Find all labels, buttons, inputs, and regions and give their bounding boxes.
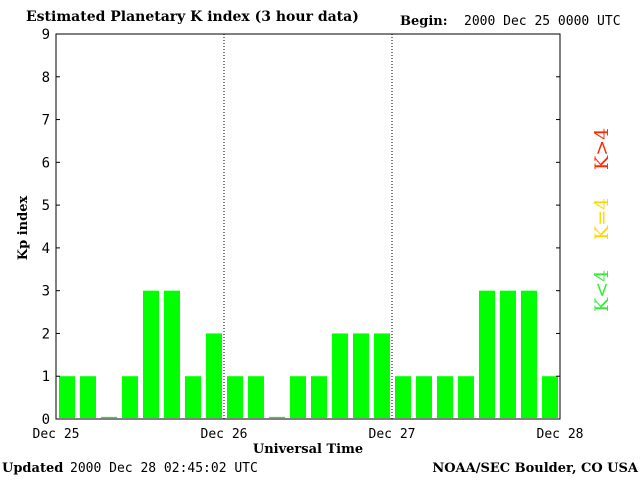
y-tick-label: 3 (42, 284, 50, 300)
kp-bar (269, 416, 285, 418)
y-tick-label: 9 (42, 27, 50, 43)
kp-bar (416, 376, 432, 418)
x-tick-label: Dec 28 (537, 427, 584, 442)
y-tick-label: 1 (42, 369, 50, 385)
y-tick-label: 5 (42, 198, 50, 214)
kp-bar (395, 376, 411, 418)
kp-bar (248, 376, 264, 418)
kp-bar (437, 376, 453, 418)
x-axis-label: Universal Time (253, 442, 363, 457)
legend-k-lt-4: K<4 (591, 269, 613, 312)
kp-bar (374, 333, 390, 418)
updated-label: Updated (2, 461, 64, 476)
legend-k-eq-4: K=4 (591, 197, 613, 240)
kp-bar (164, 290, 180, 418)
kp-bar (521, 290, 537, 418)
begin-label: Begin: (400, 14, 448, 29)
y-axis-ticks: 0 1 2 3 4 5 6 7 8 9 (42, 27, 560, 428)
kp-bar (143, 290, 159, 418)
day-dividers (223, 34, 393, 419)
credit: NOAA/SEC Boulder, CO USA (432, 461, 638, 476)
x-tick-label: Dec 26 (201, 427, 248, 442)
y-tick-label: 4 (42, 241, 50, 257)
kp-bar (332, 333, 348, 418)
kp-bar (227, 376, 243, 418)
legend-k-gt-4: K>4 (591, 127, 613, 170)
y-tick-label: 6 (42, 155, 50, 171)
kp-bar (290, 376, 306, 418)
kp-bar (500, 290, 516, 418)
kp-bar (101, 416, 117, 418)
kp-bar (311, 376, 327, 418)
chart-title: Estimated Planetary K index (3 hour data… (26, 9, 359, 25)
kp-bar (353, 333, 369, 418)
x-axis-ticks: Dec 25 Dec 26 Dec 27 Dec 28 (33, 427, 584, 442)
kp-bar (122, 376, 138, 418)
y-axis-label: Kp index (16, 196, 31, 261)
kp-bar (80, 376, 96, 418)
x-tick-label: Dec 27 (369, 427, 416, 442)
begin-value: 2000 Dec 25 0000 UTC (464, 14, 621, 29)
y-tick-label: 2 (42, 326, 50, 342)
kp-bar (458, 376, 474, 418)
x-tick-label: Dec 25 (33, 427, 80, 442)
kp-bar (185, 376, 201, 418)
kp-bar (479, 290, 495, 418)
kp-bar (59, 376, 75, 418)
y-tick-label: 8 (42, 70, 50, 86)
y-tick-label: 0 (42, 412, 50, 428)
y-tick-label: 7 (42, 113, 50, 129)
kp-bar (206, 333, 222, 418)
kp-bar (542, 376, 558, 418)
updated-value: 2000 Dec 28 02:45:02 UTC (70, 461, 258, 476)
bars (59, 290, 558, 418)
plot-area (55, 33, 561, 420)
